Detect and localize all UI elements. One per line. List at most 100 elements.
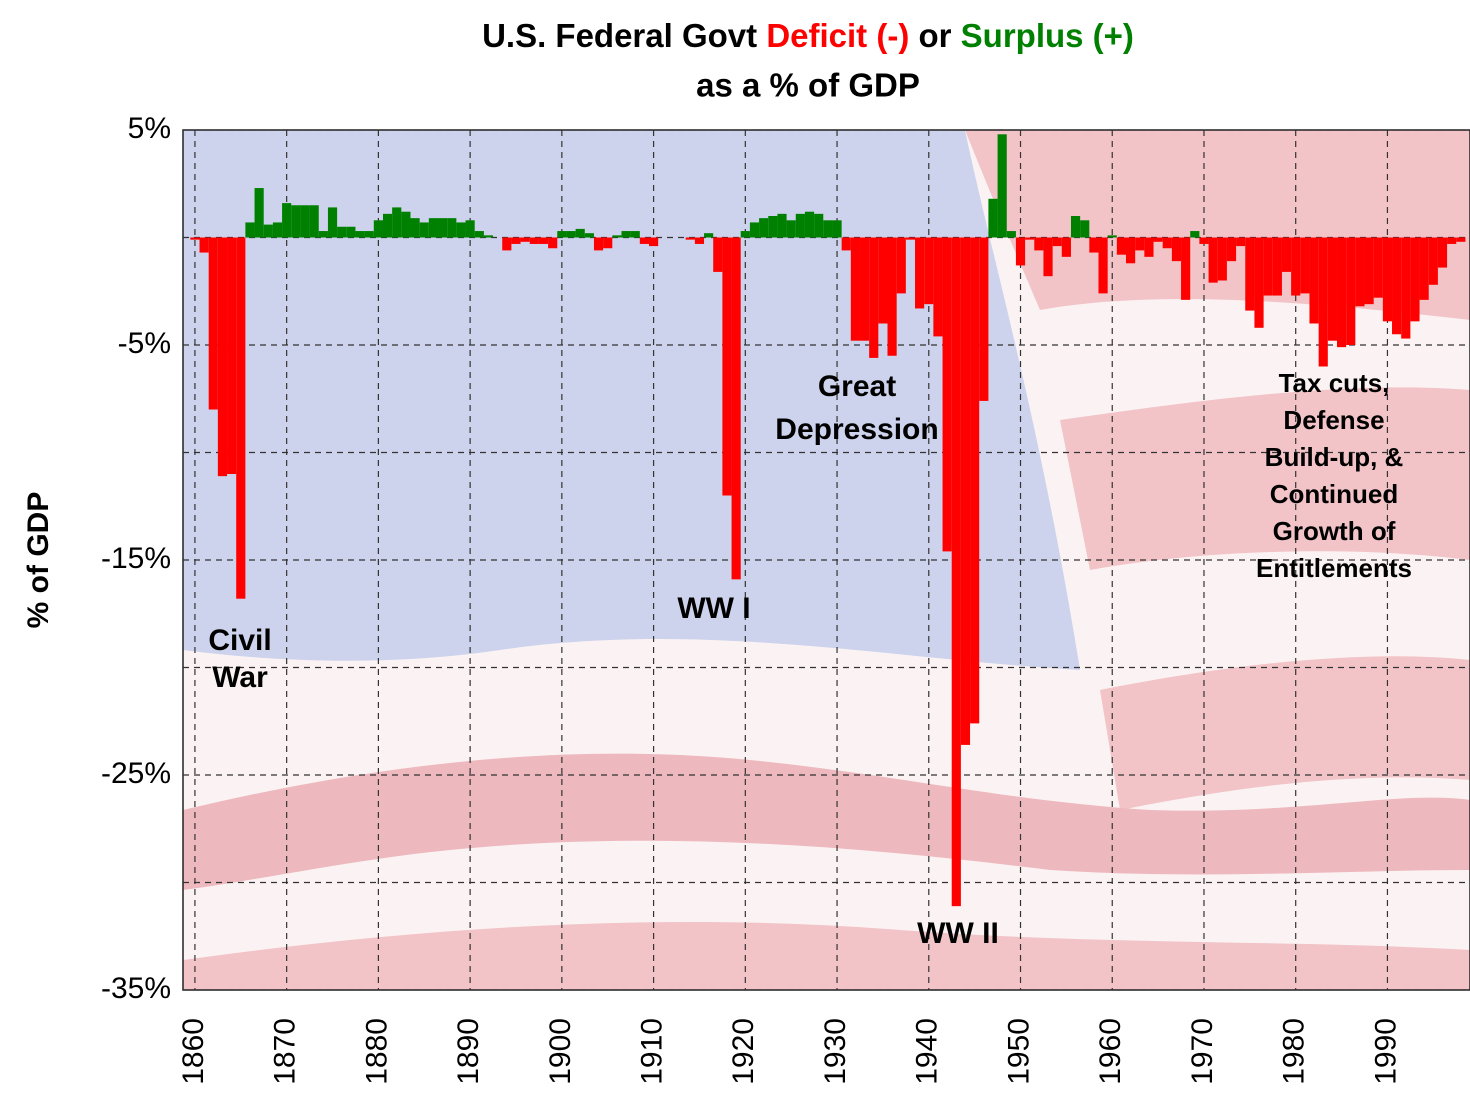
bar — [1456, 238, 1465, 242]
bar — [1273, 238, 1282, 296]
bar — [236, 238, 245, 599]
bar — [796, 214, 805, 238]
annotation: Entitlements — [1256, 553, 1412, 583]
bar — [1374, 238, 1383, 298]
bar — [1163, 238, 1172, 249]
bar — [1365, 238, 1374, 305]
bar — [732, 238, 741, 580]
bar — [621, 231, 630, 237]
x-tick-label: 1910 — [636, 1018, 669, 1085]
bar — [355, 231, 364, 237]
bar — [374, 220, 383, 237]
bar — [365, 231, 374, 237]
annotation: Growth of — [1273, 516, 1396, 546]
x-tick-label: 1920 — [727, 1018, 760, 1085]
bar — [264, 225, 273, 238]
bar — [410, 218, 419, 237]
bar — [521, 238, 530, 242]
bar — [1071, 216, 1080, 238]
bar — [1410, 238, 1419, 322]
bar — [860, 238, 869, 341]
bar — [502, 238, 511, 251]
bar — [346, 227, 355, 238]
chart-title: U.S. Federal Govt Deficit (-) or Surplus… — [482, 17, 1134, 54]
annotation: Continued — [1270, 479, 1399, 509]
title-part: Deficit (-) — [766, 17, 909, 54]
bar — [392, 207, 401, 237]
bar — [998, 134, 1007, 237]
bar — [1447, 238, 1456, 244]
bar — [291, 205, 300, 237]
bar — [1181, 238, 1190, 300]
bar — [1319, 238, 1328, 367]
bar — [1420, 238, 1429, 300]
y-axis-label: % of GDP — [22, 492, 55, 629]
bar — [1328, 238, 1337, 341]
bar — [924, 238, 933, 305]
bar — [878, 238, 887, 324]
bar — [1438, 238, 1447, 268]
bar — [466, 220, 475, 237]
bar — [933, 238, 942, 337]
bar — [1098, 238, 1107, 294]
x-tick-label: 1970 — [1186, 1018, 1219, 1085]
bar — [1172, 238, 1181, 262]
bar — [704, 233, 713, 237]
x-tick-label: 1890 — [452, 1018, 485, 1085]
bar — [979, 238, 988, 401]
bar — [319, 231, 328, 237]
bar — [1355, 238, 1364, 307]
bar — [943, 238, 952, 552]
bar — [988, 199, 997, 238]
bar — [1282, 238, 1291, 272]
bar — [300, 205, 309, 237]
annotation: Defense — [1283, 405, 1384, 435]
bar — [759, 218, 768, 237]
bar — [511, 238, 520, 244]
x-tick-label: 1900 — [544, 1018, 577, 1085]
bar — [823, 220, 832, 237]
bar — [566, 231, 575, 237]
bar — [1034, 238, 1043, 251]
bar — [1117, 238, 1126, 255]
bar — [401, 212, 410, 238]
bar — [952, 238, 961, 907]
x-tick-label: 1930 — [819, 1018, 852, 1085]
bar — [1025, 238, 1034, 240]
annotation: Depression — [775, 413, 938, 446]
annotation: Tax cuts, — [1279, 368, 1390, 398]
bar — [1209, 238, 1218, 283]
bar — [1346, 238, 1355, 346]
bar — [484, 235, 493, 237]
bar — [1392, 238, 1401, 335]
bar — [805, 212, 814, 238]
bar — [1080, 220, 1089, 237]
annotation: WW II — [917, 917, 999, 950]
bar — [1062, 238, 1071, 257]
bar — [1126, 238, 1135, 264]
bar — [603, 238, 612, 249]
bar — [777, 214, 786, 238]
x-tick-label: 1880 — [360, 1018, 393, 1085]
bar — [255, 188, 264, 237]
bar — [640, 238, 649, 244]
bar — [888, 238, 897, 356]
bar — [539, 238, 548, 244]
bar — [631, 231, 640, 237]
bar — [1291, 238, 1300, 296]
y-tick-label: -25% — [101, 757, 171, 790]
bar — [1016, 238, 1025, 266]
bar — [475, 231, 484, 237]
bar — [1043, 238, 1052, 277]
bar — [1135, 238, 1144, 251]
bar — [530, 238, 539, 244]
bar — [906, 238, 915, 240]
x-tick-label: 1990 — [1369, 1018, 1402, 1085]
bar — [869, 238, 878, 358]
y-tick-label: -5% — [118, 327, 171, 360]
bar — [456, 222, 465, 237]
bar — [1401, 238, 1410, 339]
bar — [1245, 238, 1254, 311]
bar — [1337, 238, 1346, 348]
bar — [1144, 238, 1153, 257]
